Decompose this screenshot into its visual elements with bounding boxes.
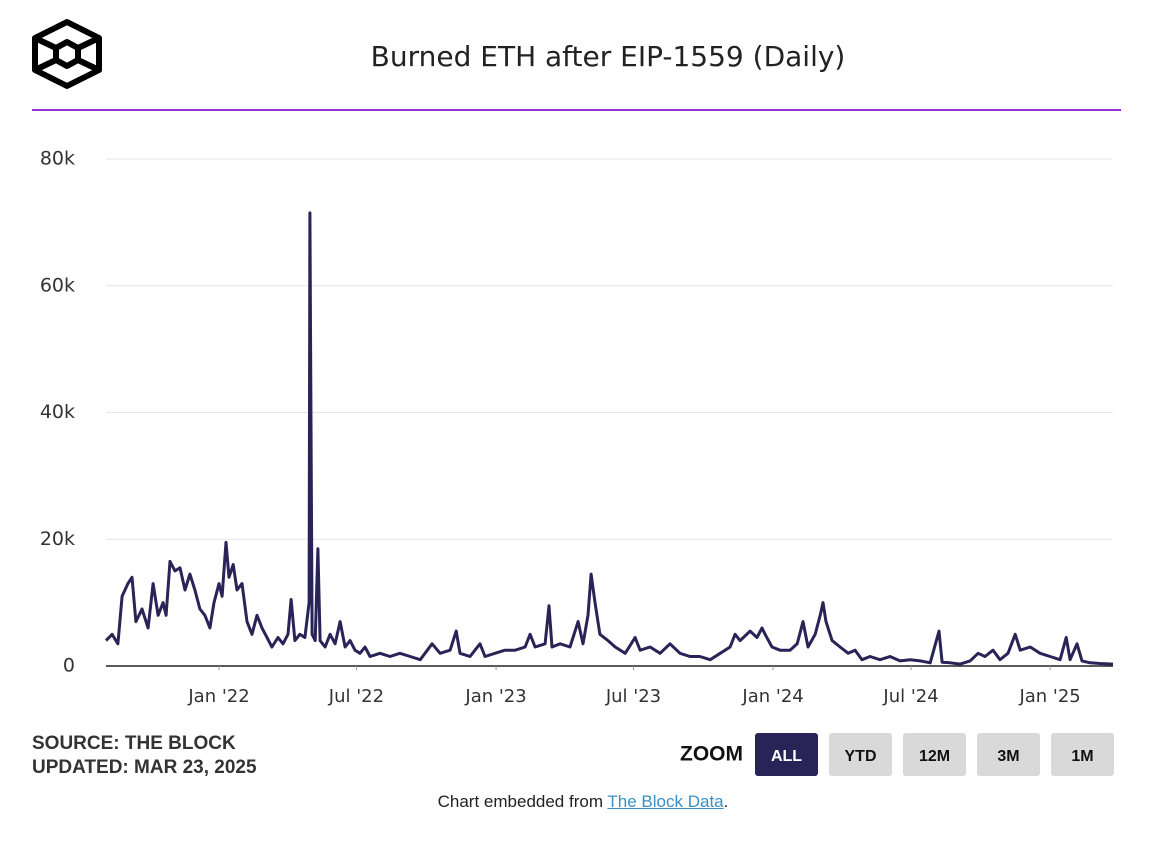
source: SOURCE: THE BLOCK — [32, 733, 236, 754]
zoom-button[interactable]: ALL — [755, 733, 818, 776]
x-tick-label: Jan '23 — [464, 686, 526, 707]
data-line — [104, 211, 1114, 666]
footer-link[interactable]: The Block Data — [607, 792, 724, 811]
x-tick-label: Jul '24 — [882, 686, 938, 707]
zoom-label: ZOOM — [680, 743, 743, 766]
zoom-button-label: YTD — [845, 748, 877, 765]
x-tick-label: Jan '22 — [187, 686, 249, 707]
footer: Chart embedded from The Block Data. — [0, 792, 1166, 812]
y-tick-label: 20k — [40, 528, 75, 550]
zoom-button-label: ALL — [771, 748, 802, 765]
x-tick-label: Jan '24 — [741, 686, 803, 707]
logo — [32, 19, 102, 89]
y-tick-label: 60k — [40, 274, 75, 296]
y-tick-label: 0 — [63, 655, 75, 677]
updated: UPDATED: MAR 23, 2025 — [32, 757, 257, 778]
zoom-button-bg — [1051, 733, 1114, 776]
zoom-button[interactable]: YTD — [829, 733, 892, 776]
zoom-button[interactable]: 12M — [903, 733, 966, 776]
zoom-button-bg — [829, 733, 892, 776]
zoom-button-bg — [977, 733, 1040, 776]
chart-title: Burned ETH after EIP-1559 (Daily) — [371, 40, 846, 73]
y-tick-label: 40k — [40, 401, 75, 423]
zoom-button-bg — [755, 733, 818, 776]
footer-text: . — [723, 792, 729, 811]
y-tick-label: 80k — [40, 148, 75, 170]
zoom-button-label: 3M — [997, 748, 1019, 765]
x-tick-label: Jan '25 — [1018, 686, 1080, 707]
zoom-button[interactable]: 3M — [977, 733, 1040, 776]
zoom-button[interactable]: 1M — [1051, 733, 1114, 776]
zoom-button-bg — [903, 733, 966, 776]
zoom-button-label: 12M — [919, 748, 950, 765]
zoom-button-label: 1M — [1071, 748, 1093, 765]
x-tick-label: Jul '22 — [328, 686, 384, 707]
footer-text: Chart embedded from — [437, 792, 608, 811]
x-tick-label: Jul '23 — [605, 686, 661, 707]
